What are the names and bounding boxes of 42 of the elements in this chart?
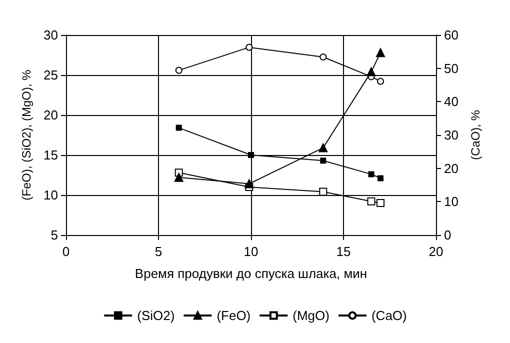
x-tick-label: 20 [428,244,444,259]
legend-label: (MgO) [292,308,330,323]
y-tick-label: 25 [44,68,58,82]
point [320,158,326,164]
point [376,48,385,58]
point [320,54,327,60]
x-tick-label: 5 [154,244,162,259]
point [175,66,182,74]
point [248,152,254,158]
y2-tick-label: 60 [444,28,458,42]
y2-tick-label: 40 [444,94,458,110]
point [246,44,253,51]
x-axis-title: Время продувки до спуска шлака, мин [134,266,368,281]
y2-tick-label: 50 [444,60,458,76]
point [318,143,328,152]
x-tick-label: 15 [336,244,351,259]
legend-label: (SiO2) [137,308,175,323]
point [368,171,374,178]
y-tick-label: 15 [44,148,58,162]
point [367,197,376,206]
x-tick-label: 0 [62,244,70,259]
y2-tick-label: 20 [444,160,458,176]
y-axis-title: (FeO), (SiO2), (MgO), % [20,69,34,200]
x-tick-label: 10 [244,244,258,259]
point [366,67,376,76]
y2-axis-title: (CaO), % [468,110,482,160]
point [319,188,328,196]
y-tick-label: 30 [44,28,58,42]
y-tick-label: 20 [44,108,58,122]
y2-tick-label: 10 [444,194,458,210]
legend-label: (FeO) [216,308,251,323]
point [376,199,384,207]
y-tick-label: 5 [50,228,58,242]
y-tick-label: 10 [44,188,58,202]
point [174,172,184,182]
point [176,124,182,131]
y2-tick-label: 30 [444,128,458,142]
point [244,179,254,188]
y2-tick-label: 0 [444,228,452,242]
point [377,78,384,85]
legend-label: (CaO) [371,308,407,323]
point [378,175,384,182]
